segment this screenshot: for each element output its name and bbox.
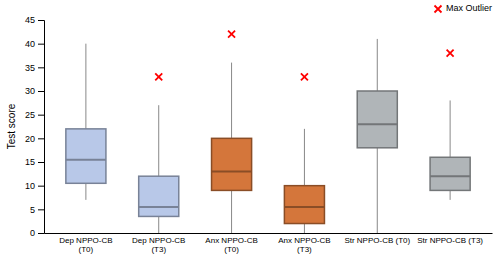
- tick-label: 5: [30, 205, 35, 215]
- plot: 051015202530354045Dep NPPO-CB(T0)Dep NPP…: [25, 15, 493, 254]
- tick-mark: [38, 20, 44, 21]
- tick-label: 15: [25, 157, 35, 167]
- whisker-high: [231, 63, 232, 139]
- median-line: [430, 175, 470, 177]
- legend-label: Max Outlier: [446, 3, 492, 13]
- whisker-high: [85, 44, 86, 129]
- whisker-high: [304, 129, 305, 186]
- tick-mark: [38, 233, 44, 234]
- whisker-low: [231, 190, 232, 233]
- box-body: [357, 91, 397, 148]
- outliers: [155, 31, 453, 81]
- tick-label-line: (T0): [224, 245, 239, 254]
- tick: 0: [30, 228, 44, 238]
- box: [139, 105, 179, 233]
- tick: Anx NPPO-CB(T3): [278, 236, 330, 254]
- tick-label-line: Str NPPO-CB (T0): [344, 236, 410, 245]
- median-line: [66, 159, 106, 161]
- legend-marker: [434, 6, 441, 13]
- box-body: [284, 186, 324, 224]
- median-line: [284, 206, 324, 208]
- whisker-low: [158, 216, 159, 233]
- tick: 45: [25, 15, 44, 25]
- tick: Anx NPPO-CB(T0): [205, 236, 257, 254]
- tick: Dep NPPO-CB(T3): [132, 236, 185, 254]
- tick-label: Str NPPO-CB (T0): [344, 236, 410, 245]
- tick: 20: [25, 134, 44, 144]
- tick-label-line: (T3): [151, 245, 166, 254]
- outlier: [228, 31, 235, 38]
- tick-mark: [38, 91, 44, 92]
- tick-mark: [38, 67, 44, 68]
- legend: Max Outlier: [434, 3, 492, 13]
- whisker-low: [85, 183, 86, 200]
- tick: 5: [30, 205, 44, 215]
- tick-mark: [38, 138, 44, 139]
- legend-item: Max Outlier: [434, 3, 492, 13]
- outlier: [301, 73, 308, 80]
- tick-label: Str NPPO-CB (T3): [417, 236, 483, 245]
- tick-label-line: Dep NPPO-CB: [59, 236, 112, 245]
- tick-label: 20: [25, 134, 35, 144]
- tick: 15: [25, 157, 44, 167]
- box-body: [139, 176, 179, 216]
- tick: 25: [25, 110, 44, 120]
- whisker-low: [377, 148, 378, 233]
- box: [284, 129, 324, 233]
- tick-label: 0: [30, 228, 35, 238]
- tick-label: 35: [25, 63, 35, 73]
- median-line: [139, 206, 179, 208]
- whisker-high: [158, 105, 159, 176]
- box: [212, 63, 252, 233]
- whisker-high: [377, 39, 378, 91]
- tick-label-line: Str NPPO-CB (T3): [417, 236, 483, 245]
- tick-mark: [38, 115, 44, 116]
- tick: Dep NPPO-CB(T0): [59, 236, 112, 254]
- box-body: [430, 157, 470, 190]
- axis-line: [45, 233, 493, 234]
- marks: [66, 31, 470, 233]
- tick-label-line: (T0): [79, 245, 94, 254]
- tick-label-line: Anx NPPO-CB: [278, 236, 330, 245]
- axis-line: [38, 21, 45, 234]
- box: [357, 39, 397, 233]
- median-line: [357, 123, 397, 125]
- tick-mark: [38, 44, 44, 45]
- x-axis: Dep NPPO-CB(T0)Dep NPPO-CB(T3)Anx NPPO-C…: [45, 234, 493, 254]
- tick-label-line: (T3): [297, 245, 312, 254]
- tick: Str NPPO-CB (T3): [417, 236, 483, 245]
- whisker-high: [450, 100, 451, 157]
- box: [430, 100, 470, 199]
- tick-label: Anx NPPO-CB(T3): [278, 236, 330, 254]
- tick-label-line: Anx NPPO-CB: [205, 236, 257, 245]
- tick: 10: [25, 181, 44, 191]
- tick: 40: [25, 39, 44, 49]
- tick-mark: [38, 186, 44, 187]
- tick-mark: [38, 209, 44, 210]
- tick-label: 25: [25, 110, 35, 120]
- tick: 30: [25, 86, 44, 96]
- chart: 051015202530354045Dep NPPO-CB(T0)Dep NPP…: [0, 0, 500, 267]
- tick-mark: [38, 162, 44, 163]
- tick-label-line: Dep NPPO-CB: [132, 236, 185, 245]
- box-body: [212, 138, 252, 190]
- y-axis: 0 5 10 15 20 25 30 35 40 45: [25, 15, 45, 238]
- tick-label: 10: [25, 181, 35, 191]
- outlier: [155, 73, 162, 80]
- outlier: [447, 50, 454, 57]
- tick: Str NPPO-CB (T0): [344, 236, 410, 245]
- whisker-low: [304, 224, 305, 233]
- tick-label: 40: [25, 39, 35, 49]
- box-body: [66, 129, 106, 183]
- tick-label: Dep NPPO-CB(T0): [59, 236, 112, 254]
- tick-label: Anx NPPO-CB(T0): [205, 236, 257, 254]
- median-line: [212, 170, 252, 172]
- tick-label: 45: [25, 15, 35, 25]
- box: [66, 44, 106, 200]
- whisker-low: [450, 190, 451, 199]
- tick: 35: [25, 63, 44, 73]
- y-axis-title: Test score: [6, 103, 17, 149]
- tick-label: Dep NPPO-CB(T3): [132, 236, 185, 254]
- tick-label: 30: [25, 86, 35, 96]
